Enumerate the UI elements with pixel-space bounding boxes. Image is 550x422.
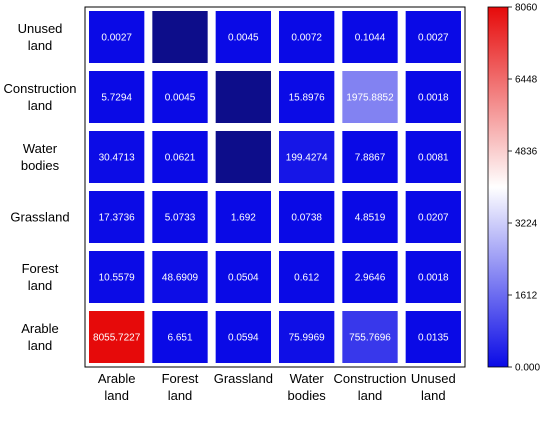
heatmap-cell	[89, 131, 145, 183]
heatmap-cell	[279, 131, 335, 183]
cell-value-label: 8055.7227	[93, 333, 141, 344]
heatmap-cell	[152, 11, 208, 63]
heatmap-cell	[215, 311, 271, 363]
cell-value-label: 0.0594	[228, 333, 259, 344]
cell-value-label: 0.0738	[291, 213, 322, 224]
cell-value-label: 75.9969	[289, 333, 326, 344]
colorbar-tick-label: 0.000	[515, 363, 540, 374]
cell-value-label: 48.6909	[162, 273, 199, 284]
cell-value-label: 0.1044	[355, 33, 386, 44]
cell-value-label: 0.0504	[228, 273, 259, 284]
cell-value-label: 0.0135	[418, 333, 449, 344]
x-axis-tick-label: Construction land	[334, 371, 407, 403]
colorbar-tick-label: 3224	[515, 219, 538, 230]
cell-value-label: 5.7294	[101, 93, 132, 104]
heatmap-cell	[152, 191, 208, 243]
heatmap-cell	[279, 71, 335, 123]
heatmap-cell	[405, 311, 461, 363]
colorbar-tick-label: 1612	[515, 291, 538, 302]
heatmap-cell	[279, 191, 335, 243]
cell-value-label: 0.0045	[228, 33, 259, 44]
heatmap-cell	[215, 131, 271, 183]
y-axis-tick-label: Grassland	[10, 210, 69, 225]
cell-value-label: 6.651	[167, 333, 192, 344]
heatmap-cell	[279, 11, 335, 63]
cell-value-label: 4.8519	[355, 213, 386, 224]
cell-value-label: 0.0621	[165, 153, 196, 164]
heatmap-cell	[342, 191, 398, 243]
cell-value-label: 0.0027	[418, 33, 449, 44]
colorbar-tick-label: 8060	[515, 3, 538, 14]
heatmap-cell	[342, 131, 398, 183]
heatmap-cell	[89, 191, 145, 243]
cell-value-label: 0.0018	[418, 93, 449, 104]
x-axis-tick-label: Water bodies	[288, 371, 327, 403]
colorbar-tick-label: 6448	[515, 75, 538, 86]
cell-value-label: 0.612	[294, 273, 319, 284]
x-axis-tick-label: Arable land	[98, 371, 136, 403]
cell-value-label: 15.8976	[289, 93, 326, 104]
heatmap-cell	[405, 11, 461, 63]
y-axis-tick-label: Forest land	[22, 261, 59, 293]
cell-value-label: 755.7696	[349, 333, 391, 344]
y-axis-tick-label: Water bodies	[21, 141, 60, 173]
heatmap-cell	[279, 251, 335, 303]
cell-value-label: 1.692	[231, 213, 256, 224]
heatmap-cell	[89, 11, 145, 63]
heatmap-cell	[215, 11, 271, 63]
cell-value-label: 5.0733	[165, 213, 196, 224]
heatmap-cell	[89, 251, 145, 303]
heatmap-cell	[89, 71, 145, 123]
heatmap-cell	[152, 251, 208, 303]
cell-value-label: 0.0018	[418, 273, 449, 284]
heatmap-cell	[152, 131, 208, 183]
cell-value-label: 10.5579	[99, 273, 136, 284]
colorbar-tick-label: 4836	[515, 147, 538, 158]
colorbar	[487, 6, 509, 368]
heatmap-cell	[342, 311, 398, 363]
heatmap-cell	[405, 191, 461, 243]
heatmap-cell	[89, 311, 145, 363]
x-axis-tick-label: Grassland	[214, 371, 273, 386]
heatmap-cell	[342, 71, 398, 123]
cell-value-label: 0.0072	[291, 33, 322, 44]
cell-value-label: 1975.8852	[346, 93, 394, 104]
y-axis-tick-label: Arable land	[21, 321, 59, 353]
cell-value-label: 0.0045	[165, 93, 196, 104]
plot-frame	[84, 6, 466, 368]
heatmap-cell	[405, 131, 461, 183]
heatmap-cell	[342, 11, 398, 63]
y-axis-tick-label: Unused land	[18, 21, 63, 53]
heatmap-cell	[152, 71, 208, 123]
heatmap-cell	[215, 71, 271, 123]
x-axis-tick-label: Forest land	[162, 371, 199, 403]
cell-value-label: 2.9646	[355, 273, 386, 284]
cell-value-label: 0.0207	[418, 213, 449, 224]
cell-value-label: 30.4713	[99, 153, 136, 164]
cell-value-label: 0.0081	[418, 153, 449, 164]
heatmap-cell	[405, 251, 461, 303]
cell-value-label: 17.3736	[99, 213, 136, 224]
heatmap-cell	[215, 191, 271, 243]
cell-value-label: 0.0027	[101, 33, 132, 44]
x-axis-tick-label: Unused land	[411, 371, 456, 403]
cell-value-label: 7.8867	[355, 153, 386, 164]
cell-value-label: 199.4274	[286, 153, 328, 164]
heatmap-cell	[152, 311, 208, 363]
y-axis-tick-label: Construction land	[4, 81, 77, 113]
heatmap-cell	[215, 251, 271, 303]
heatmap-cell	[342, 251, 398, 303]
heatmap-cell	[279, 311, 335, 363]
heatmap-cell	[405, 71, 461, 123]
